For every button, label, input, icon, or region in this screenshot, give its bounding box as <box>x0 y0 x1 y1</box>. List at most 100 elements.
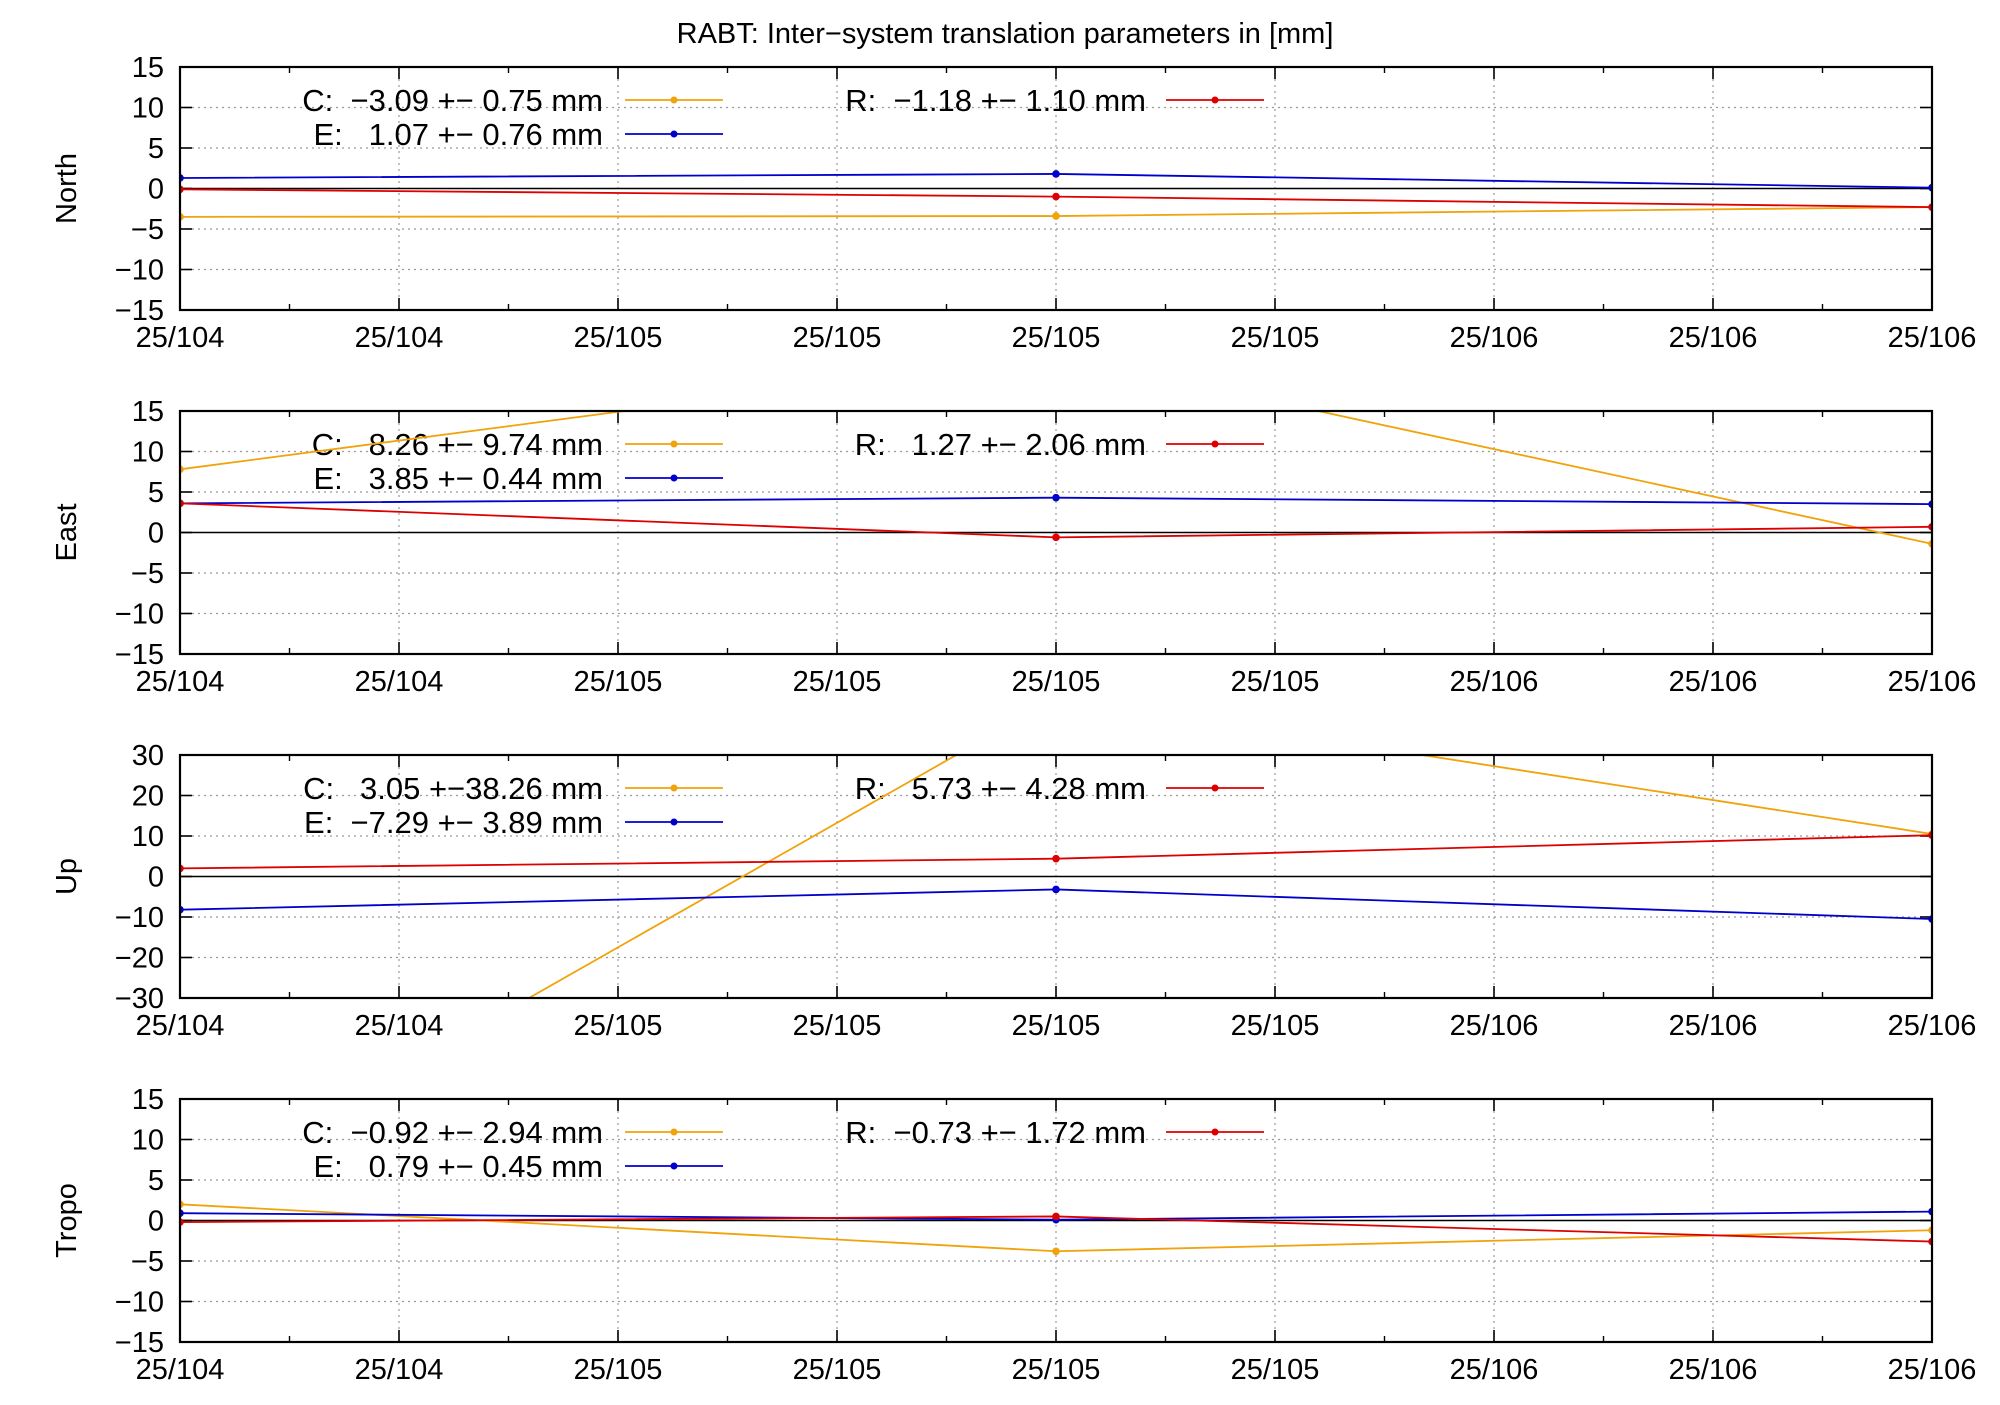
x-tick-label: 25/104 <box>136 666 225 698</box>
x-tick-label: 25/104 <box>355 1010 444 1042</box>
legend-label-C: C: −3.09 +− 0.75 mm <box>302 83 603 118</box>
data-point-C <box>1052 1247 1060 1256</box>
legend-marker-C <box>670 1128 678 1136</box>
data-point-C <box>1052 212 1060 220</box>
x-tick-label: 25/106 <box>1450 1354 1539 1386</box>
y-tick-label: 30 <box>132 740 164 772</box>
legend-label-E: E: 3.85 +− 0.44 mm <box>314 461 604 496</box>
y-tick-label: −15 <box>115 639 164 671</box>
legend-marker-R <box>1211 96 1219 104</box>
plot-frame <box>178 1097 1934 1344</box>
legend-marker-C <box>670 784 678 792</box>
data-point-R <box>1052 854 1060 863</box>
x-tick-label: 25/104 <box>136 322 225 354</box>
y-tick-label: −10 <box>115 599 164 631</box>
y-axis-label: Up <box>51 858 83 895</box>
y-tick-label: 5 <box>148 477 164 509</box>
x-tick-label: 25/106 <box>1669 666 1758 698</box>
y-tick-label: 0 <box>148 1206 164 1238</box>
x-tick-label: 25/105 <box>1231 1010 1320 1042</box>
y-tick-label: −15 <box>115 1327 164 1359</box>
x-tick-label: 25/105 <box>1012 1354 1101 1386</box>
legend-label-E: E: 1.07 +− 0.76 mm <box>314 117 604 152</box>
y-axis-label: North <box>51 153 83 224</box>
legend-label-E: E: 0.79 +− 0.45 mm <box>314 1149 604 1184</box>
x-tick-label: 25/105 <box>1012 666 1101 698</box>
x-tick-label: 25/105 <box>793 322 882 354</box>
x-tick-label: 25/104 <box>355 322 444 354</box>
y-axis-label: Tropo <box>51 1183 83 1258</box>
plot-frame <box>178 409 1934 656</box>
chart-title: RABT: Inter−system translation parameter… <box>677 18 1334 50</box>
x-tick-label: 25/104 <box>355 1354 444 1386</box>
legend-marker-C <box>670 440 678 448</box>
data-point-R <box>1052 1212 1060 1221</box>
legend: C: −0.92 +− 2.94 mmE: 0.79 +− 0.45 mm R: … <box>302 1115 1264 1184</box>
x-tick-label: 25/106 <box>1669 1010 1758 1042</box>
series-group <box>180 170 1932 221</box>
y-tick-label: 20 <box>132 781 164 813</box>
y-tick-label: 10 <box>132 1125 164 1157</box>
x-tick-label: 25/105 <box>793 1010 882 1042</box>
x-tick-label: 25/106 <box>1450 1010 1539 1042</box>
x-tick-label: 25/105 <box>1231 666 1320 698</box>
y-tick-label: −15 <box>115 295 164 327</box>
y-tick-label: −20 <box>115 943 164 975</box>
y-tick-label: 5 <box>148 1165 164 1197</box>
x-tick-label: 25/104 <box>136 1354 225 1386</box>
legend-marker-C <box>670 96 678 104</box>
x-tick-label: 25/105 <box>1231 1354 1320 1386</box>
y-tick-label: 10 <box>132 93 164 125</box>
y-tick-label: 0 <box>148 174 164 206</box>
data-point-E <box>1052 493 1060 502</box>
x-tick-label: 25/105 <box>574 1354 663 1386</box>
series-line-C <box>527 755 1932 998</box>
x-tick-label: 25/105 <box>1012 322 1101 354</box>
x-tick-label: 25/106 <box>1888 666 1977 698</box>
y-tick-label: −10 <box>115 902 164 934</box>
data-point-R <box>1052 533 1060 542</box>
y-tick-label: 15 <box>132 52 164 84</box>
x-tick-label: 25/104 <box>136 1010 225 1042</box>
legend-marker-E <box>670 130 678 138</box>
legend-label-R: R: 5.73 +− 4.28 mm <box>855 771 1146 806</box>
y-tick-label: 0 <box>148 518 164 550</box>
legend-label-R: R: −1.18 +− 1.10 mm <box>845 83 1146 118</box>
series-line-C <box>180 411 1932 545</box>
x-tick-label: 25/106 <box>1888 322 1977 354</box>
y-tick-label: 0 <box>148 862 164 894</box>
y-tick-label: −30 <box>115 983 164 1015</box>
x-tick-label: 25/105 <box>574 666 663 698</box>
plot-frame <box>178 753 1934 1000</box>
x-tick-label: 25/105 <box>574 1010 663 1042</box>
legend-marker-R <box>1211 1128 1219 1136</box>
legend-marker-R <box>1211 440 1219 448</box>
legend-marker-R <box>1211 784 1219 792</box>
plot-frame <box>178 65 1934 312</box>
x-tick-label: 25/105 <box>793 666 882 698</box>
legend-label-C: C: −0.92 +− 2.94 mm <box>302 1115 603 1150</box>
legend: C: 3.05 +−38.26 mmE: −7.29 +− 3.89 mm R: … <box>303 771 1264 840</box>
x-tick-label: 25/104 <box>355 666 444 698</box>
legend-marker-E <box>670 818 678 826</box>
data-point-R <box>1052 192 1060 201</box>
data-point-E <box>1052 170 1060 178</box>
y-tick-label: 5 <box>148 133 164 165</box>
x-tick-label: 25/105 <box>1012 1010 1101 1042</box>
legend-label-E: E: −7.29 +− 3.89 mm <box>304 805 603 840</box>
legend-label-C: C: 3.05 +−38.26 mm <box>303 771 603 806</box>
x-tick-label: 25/105 <box>793 1354 882 1386</box>
legend-marker-E <box>670 1162 678 1170</box>
legend-label-R: R: −0.73 +− 1.72 mm <box>845 1115 1146 1150</box>
y-tick-label: −10 <box>115 255 164 287</box>
y-axis-label: East <box>51 503 83 561</box>
series-group <box>180 1200 1932 1256</box>
x-tick-label: 25/106 <box>1888 1010 1977 1042</box>
x-tick-label: 25/106 <box>1450 666 1539 698</box>
y-tick-label: −10 <box>115 1287 164 1319</box>
x-tick-label: 25/105 <box>1231 322 1320 354</box>
